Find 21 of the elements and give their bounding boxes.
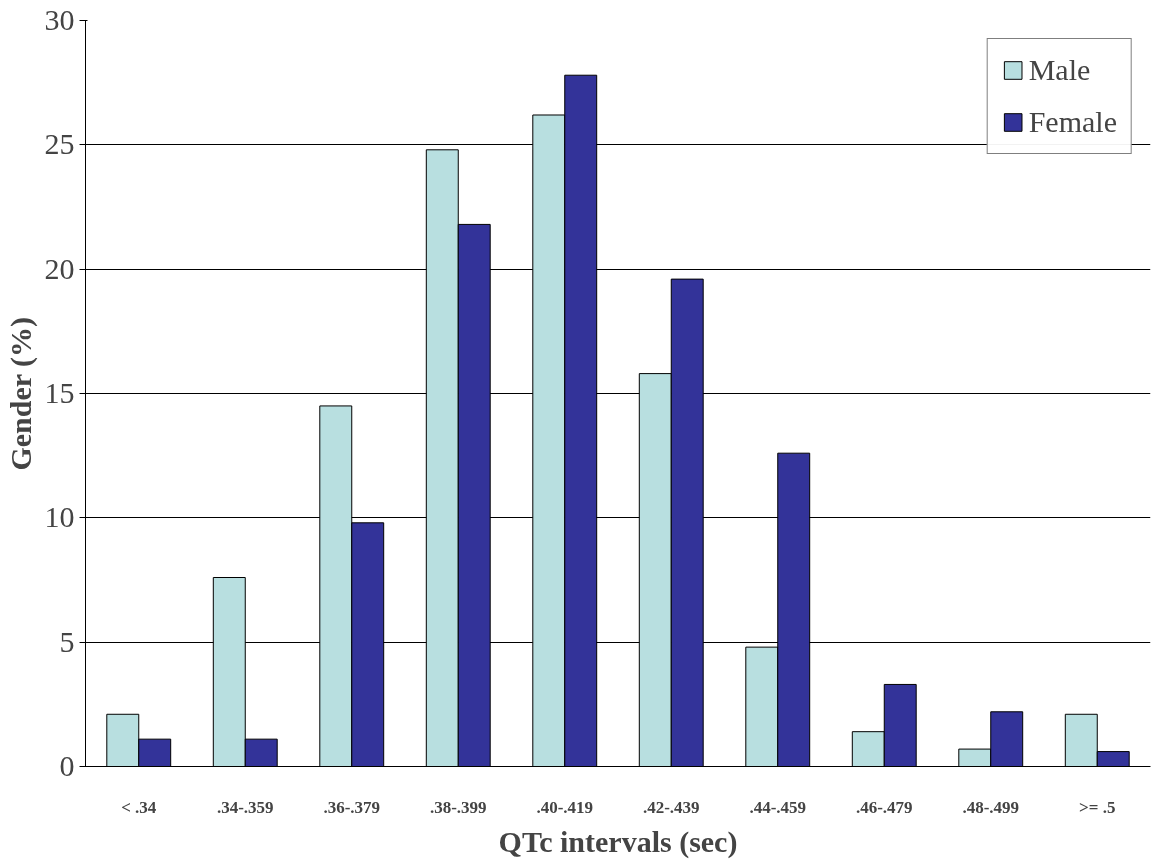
x-tick-label: < .34: [121, 797, 157, 817]
x-tick-label: .46-.479: [855, 797, 913, 817]
x-tick-label: .42-.439: [642, 797, 700, 817]
x-tick-label: .48-.499: [962, 797, 1020, 817]
y-tick-label: 30: [44, 3, 75, 36]
x-axis-title: QTc intervals (sec): [498, 824, 738, 859]
x-tick-label: .34-.359: [216, 797, 274, 817]
x-tick-label: .44-.459: [749, 797, 807, 817]
x-tick-label: .40-.419: [536, 797, 594, 817]
x-tick-label: .36-.379: [323, 797, 381, 817]
y-tick-label: 10: [44, 500, 75, 534]
y-axis-title: Gender (%): [3, 316, 38, 471]
y-tick-label: 15: [44, 376, 75, 409]
legend-label: Female: [1028, 105, 1117, 139]
y-tick-label: 5: [59, 624, 75, 658]
x-tick-label: >= .5: [1079, 797, 1116, 817]
legend-label: Male: [1028, 53, 1091, 87]
y-tick-label: 25: [44, 127, 75, 161]
x-tick-label: .38-.399: [429, 797, 487, 817]
y-tick-label: 20: [44, 251, 75, 285]
y-tick-label: 0: [59, 749, 75, 782]
